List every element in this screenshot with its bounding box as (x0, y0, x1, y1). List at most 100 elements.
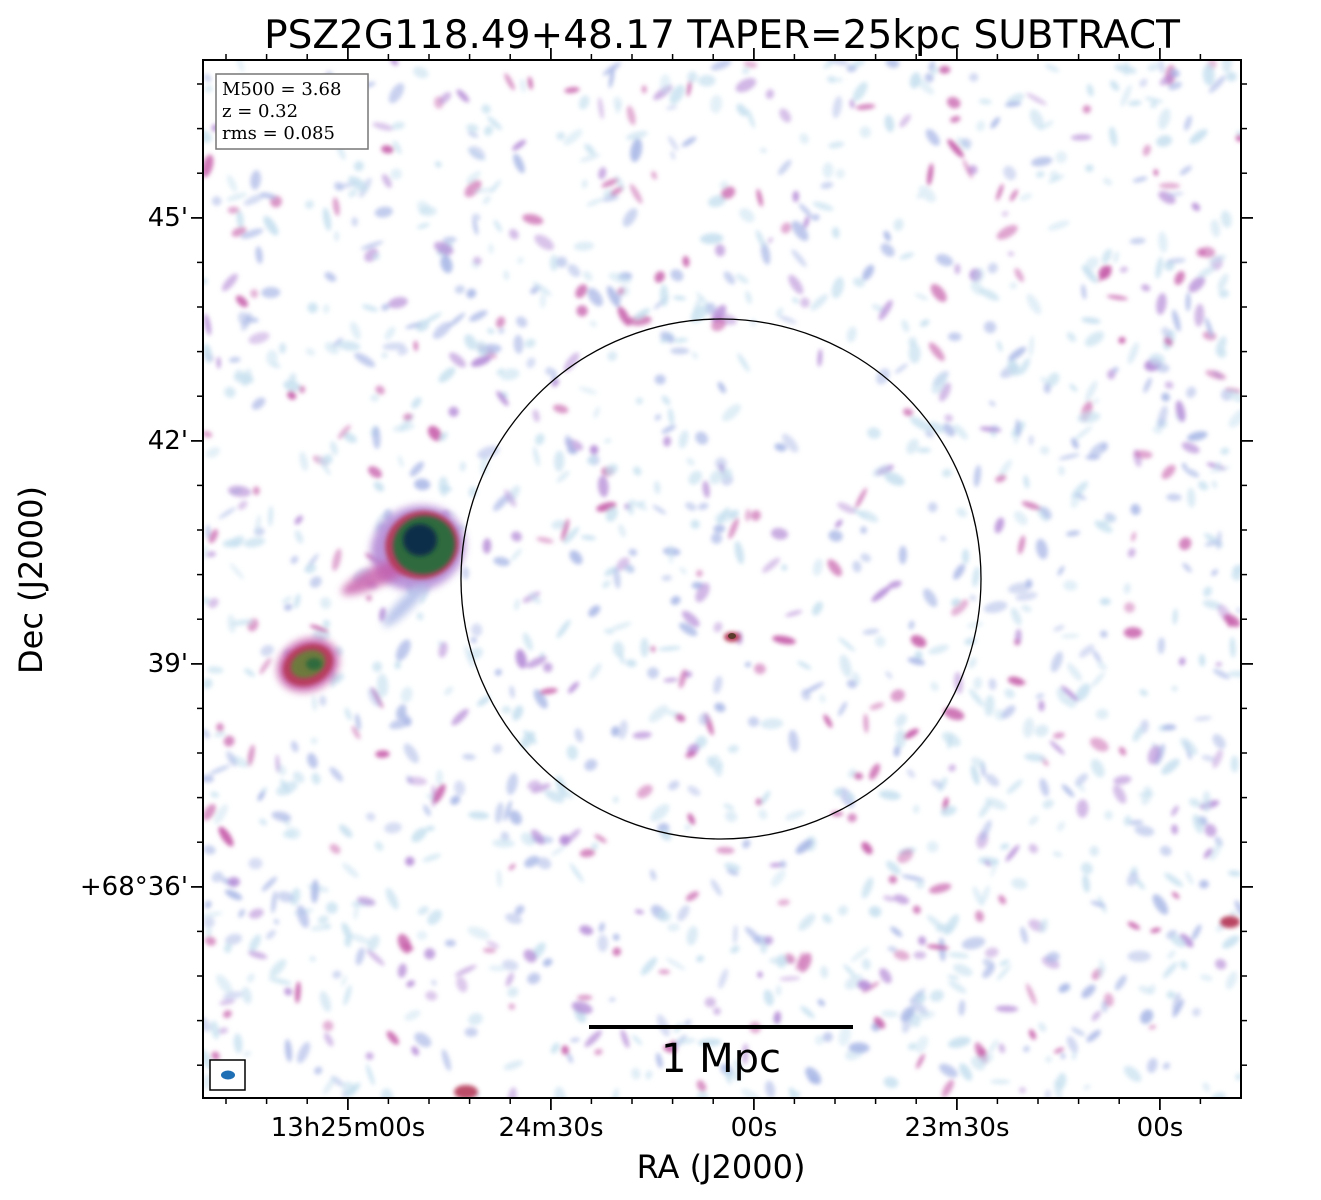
noise-blob (672, 295, 687, 301)
noise-blob (696, 291, 710, 308)
noise-blob (1215, 336, 1227, 356)
noise-blob (686, 457, 695, 466)
noise-blob (411, 397, 422, 409)
edge-source (1220, 916, 1240, 928)
noise-blob (617, 306, 631, 327)
noise-blob (1024, 753, 1046, 762)
noise-blob (240, 228, 264, 239)
noise-blob (1179, 165, 1192, 176)
noise-blob (1210, 219, 1221, 238)
noise-blob (531, 783, 551, 794)
noise-blob (251, 397, 266, 410)
noise-blob (947, 974, 960, 980)
noise-blob (725, 810, 738, 823)
noise-blob (928, 61, 935, 72)
noise-blob (860, 553, 871, 563)
noise-blob (292, 771, 305, 784)
noise-blob (496, 368, 504, 375)
noise-blob (919, 319, 930, 327)
noise-blob (597, 97, 604, 120)
plot-frame (202, 59, 1242, 1099)
noise-blob (779, 108, 792, 123)
noise-blob (481, 104, 491, 114)
noise-blob (620, 1029, 630, 1049)
noise-blob (788, 274, 804, 295)
noise-blob (947, 139, 964, 158)
noise-blob (820, 965, 829, 979)
noise-blob (635, 397, 644, 405)
noise-blob (1057, 565, 1065, 576)
noise-blob (433, 241, 454, 256)
noise-blob (602, 580, 611, 589)
noise-blob (582, 271, 593, 281)
noise-blob (456, 976, 468, 993)
noise-blob (236, 210, 244, 228)
noise-blob (488, 243, 494, 254)
image-panel: M500 = 3.68 z = 0.32 rms = 0.085 1 Mpc (191, 48, 1253, 1110)
noise-blob (916, 77, 935, 95)
noise-blob (366, 1064, 375, 1086)
noise-blob (411, 1046, 420, 1056)
y-axis-label: Dec (J2000) (12, 486, 50, 674)
noise-blob (206, 447, 221, 458)
noise-blob (908, 620, 915, 630)
noise-blob (675, 713, 686, 722)
noise-blob (234, 369, 243, 378)
noise-blob (288, 373, 297, 384)
noise-blob (884, 472, 905, 486)
noise-blob (539, 687, 558, 695)
noise-blob (1174, 271, 1185, 285)
x-axis-label: RA (J2000) (637, 1148, 806, 1186)
noise-blob (1126, 872, 1139, 886)
noise-blob (872, 464, 890, 477)
noise-blob (355, 947, 365, 966)
noise-blob (466, 170, 481, 184)
noise-blob (687, 813, 696, 825)
noise-blob (575, 284, 588, 299)
noise-blob (915, 1011, 936, 1020)
noise-blob (468, 1013, 483, 1026)
noise-blob (1148, 1024, 1157, 1030)
noise-blob (946, 96, 961, 109)
noise-blob (444, 686, 454, 696)
noise-blob (640, 957, 658, 976)
noise-blob (1229, 636, 1236, 658)
noise-blob (683, 1019, 692, 1027)
noise-blob (454, 780, 466, 796)
noise-blob (1071, 1027, 1086, 1036)
noise-blob (812, 558, 823, 576)
noise-blob (442, 236, 457, 243)
noise-blob (953, 963, 973, 977)
noise-blob (1185, 871, 1194, 885)
noise-blob (711, 532, 723, 544)
noise-blob (224, 386, 236, 398)
noise-blob (368, 466, 382, 479)
noise-blob (464, 334, 477, 350)
noise-blob (1020, 926, 1028, 944)
noise-blob (812, 601, 823, 616)
noise-blob (779, 976, 801, 981)
noise-blob (483, 125, 494, 136)
noise-blob (935, 923, 954, 934)
noise-blob (1159, 74, 1174, 86)
noise-blob (508, 1003, 516, 1010)
noise-blob (588, 605, 601, 617)
noise-blob (493, 494, 509, 512)
noise-blob (243, 1051, 252, 1057)
noise-blob (700, 233, 724, 245)
noise-blob (788, 729, 799, 752)
noise-blob (561, 518, 570, 542)
noise-blob (509, 685, 515, 699)
noise-blob (1109, 126, 1118, 147)
noise-blob (209, 764, 230, 775)
edge-source-bottom (454, 1085, 478, 1098)
noise-blob (1236, 607, 1241, 614)
noise-blob (1171, 891, 1180, 899)
noise-blob (1071, 1051, 1077, 1060)
noise-blob (1083, 1084, 1091, 1090)
noise-blob (486, 940, 500, 949)
noise-blob (1143, 377, 1152, 393)
noise-blob (959, 1063, 973, 1081)
noise-blob (951, 599, 969, 616)
noise-blob (950, 115, 961, 123)
